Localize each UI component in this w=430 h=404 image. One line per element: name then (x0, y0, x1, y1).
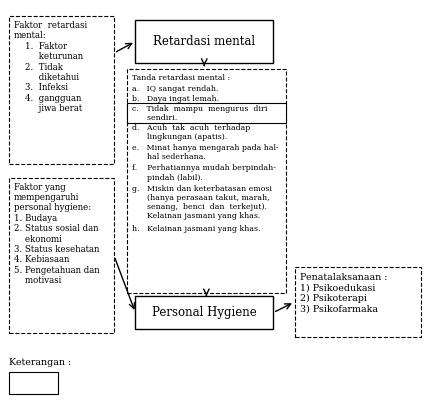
Text: Tanda retardasi mental :: Tanda retardasi mental : (132, 74, 230, 82)
Text: Personal Hygiene: Personal Hygiene (152, 306, 257, 319)
Text: d.   Acuh  tak  acuh  terhadap
      lingkungan (apatis).: d. Acuh tak acuh terhadap lingkungan (ap… (132, 124, 250, 141)
Bar (295, 267, 421, 337)
Text: c.   Tidak  mampu  mengurus  diri
      sendiri.: c. Tidak mampu mengurus diri sendiri. (132, 105, 267, 122)
Text: e.   Minat hanya mengarah pada hal-
      hal sederhana.: e. Minat hanya mengarah pada hal- hal se… (132, 144, 279, 161)
Text: Penatalaksanaan :
1) Psikoedukasi
2) Psikoterapi
3) Psikofarmaka: Penatalaksanaan : 1) Psikoedukasi 2) Psi… (300, 273, 387, 313)
Bar (9, 16, 114, 164)
Text: h.   Kelainan jasmani yang khas.: h. Kelainan jasmani yang khas. (132, 225, 261, 233)
Bar (127, 69, 286, 293)
Bar (135, 20, 273, 63)
Text: Faktor  retardasi
mental:
    1.  Faktor
         keturunan
    2.  Tidak
      : Faktor retardasi mental: 1. Faktor ketur… (14, 21, 87, 113)
Text: f.    Perhatiannya mudah berpindah-
      pindah (labil).: f. Perhatiannya mudah berpindah- pindah … (132, 164, 276, 181)
Bar (135, 296, 273, 329)
Bar (9, 372, 58, 394)
Bar (9, 178, 114, 333)
Text: a.   IQ sangat rendah.: a. IQ sangat rendah. (132, 85, 218, 93)
Text: g.   Miskin dan keterbatasan emosi
      (hanya perasaan takut, marah,
      sen: g. Miskin dan keterbatasan emosi (hanya … (132, 185, 272, 220)
Text: Keterangan :: Keterangan : (9, 358, 71, 366)
Text: Faktor yang
mempengaruhi
personal hygiene:
1. Budaya
2. Status sosial dan
    ek: Faktor yang mempengaruhi personal hygien… (14, 183, 99, 285)
Bar (127, 103, 286, 123)
Text: b.   Daya ingat lemah.: b. Daya ingat lemah. (132, 95, 219, 103)
Text: Retardasi mental: Retardasi mental (153, 35, 255, 48)
